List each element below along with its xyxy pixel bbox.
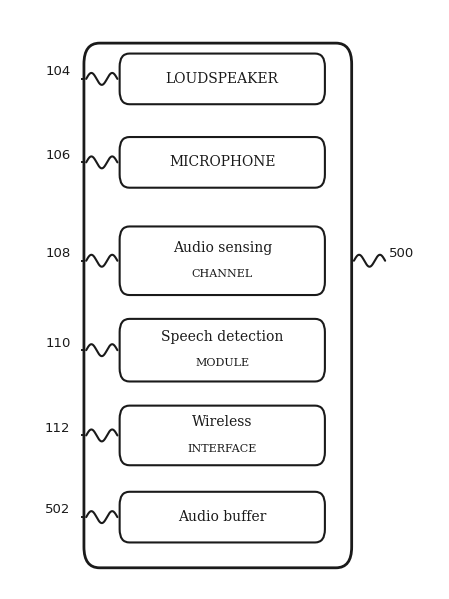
Text: Audio buffer: Audio buffer	[178, 510, 266, 524]
Text: 502: 502	[45, 504, 70, 516]
Text: 108: 108	[45, 247, 70, 260]
Text: Wireless: Wireless	[192, 415, 252, 429]
Text: LOUDSPEAKER: LOUDSPEAKER	[166, 72, 279, 86]
FancyBboxPatch shape	[119, 137, 325, 187]
Text: 104: 104	[45, 65, 70, 78]
Text: Audio sensing: Audio sensing	[173, 241, 272, 255]
Text: Speech detection: Speech detection	[161, 330, 283, 344]
FancyBboxPatch shape	[119, 226, 325, 295]
Text: 110: 110	[45, 337, 70, 350]
Text: 112: 112	[45, 422, 70, 435]
Text: 106: 106	[45, 149, 70, 162]
Text: 500: 500	[389, 247, 414, 260]
FancyBboxPatch shape	[119, 53, 325, 104]
Text: CHANNEL: CHANNEL	[192, 269, 253, 279]
FancyBboxPatch shape	[84, 43, 352, 568]
Text: INTERFACE: INTERFACE	[188, 443, 257, 453]
FancyBboxPatch shape	[119, 492, 325, 543]
Text: MODULE: MODULE	[195, 358, 249, 368]
FancyBboxPatch shape	[119, 406, 325, 465]
FancyBboxPatch shape	[119, 319, 325, 382]
Text: MICROPHONE: MICROPHONE	[169, 155, 276, 170]
